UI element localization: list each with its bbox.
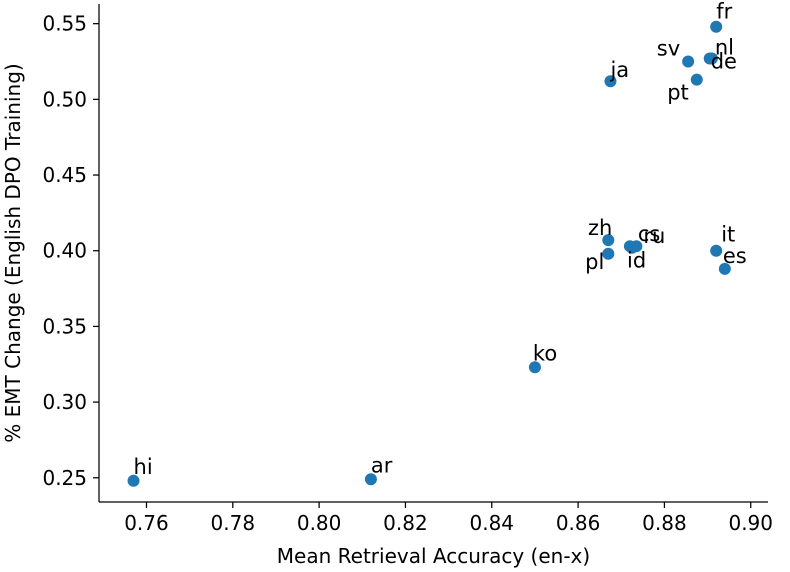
- data-point-pt: [690, 73, 703, 86]
- x-tick-label: 0.84: [470, 511, 515, 535]
- data-point-hi: [127, 474, 140, 487]
- point-label-sv: sv: [657, 37, 680, 61]
- point-label-zh: zh: [588, 216, 612, 240]
- y-ticks: 0.25 0.30 0.35 0.40 0.45 0.50 0.55: [42, 12, 99, 490]
- y-tick-label: 0.30: [42, 390, 87, 414]
- point-label-ko: ko: [533, 341, 557, 365]
- data-point-pl: [602, 247, 615, 260]
- point-label-hi: hi: [134, 455, 153, 479]
- point-label-it: it: [721, 223, 735, 247]
- y-tick-label: 0.25: [42, 466, 87, 490]
- data-point-ja: [604, 75, 617, 88]
- point-label-de: de: [711, 49, 737, 73]
- y-tick-label: 0.45: [42, 163, 87, 187]
- point-label-cs: cs: [638, 222, 661, 246]
- data-points: [127, 20, 731, 487]
- data-point-it: [710, 244, 723, 257]
- point-label-id: id: [627, 249, 646, 273]
- point-label-ja: ja: [609, 58, 629, 82]
- data-point-de: [703, 52, 716, 65]
- data-point-ko: [528, 361, 541, 374]
- point-label-pt: pt: [667, 81, 689, 105]
- x-tick-label: 0.80: [297, 511, 342, 535]
- x-ticks: 0.76 0.78 0.80 0.82 0.84 0.86 0.88 0.90: [124, 502, 773, 535]
- y-tick-label: 0.40: [42, 239, 87, 263]
- x-tick-label: 0.76: [124, 511, 169, 535]
- x-tick-label: 0.86: [556, 511, 601, 535]
- point-label-ru: ru: [643, 224, 665, 248]
- point-label-pl: pl: [585, 250, 604, 274]
- data-point-es: [718, 262, 731, 275]
- x-tick-label: 0.78: [211, 511, 256, 535]
- y-tick-label: 0.35: [42, 314, 87, 338]
- y-tick-label: 0.50: [42, 87, 87, 111]
- data-point-zh: [602, 234, 615, 247]
- x-axis-title: Mean Retrieval Accuracy (en-x): [277, 544, 590, 568]
- data-point-ar: [364, 473, 377, 486]
- x-tick-label: 0.90: [728, 511, 773, 535]
- axes: [98, 4, 768, 503]
- y-axis-title: % EMT Change (English DPO Training): [1, 63, 25, 442]
- point-label-ar: ar: [371, 453, 393, 477]
- point-label-nl: nl: [715, 35, 734, 59]
- point-label-es: es: [723, 244, 747, 268]
- data-point-fr: [710, 20, 723, 33]
- point-label-fr: fr: [716, 0, 732, 24]
- data-point-id: [626, 241, 639, 254]
- x-tick-label: 0.82: [383, 511, 428, 535]
- y-tick-label: 0.55: [42, 12, 87, 36]
- data-point-sv: [682, 55, 695, 68]
- x-tick-label: 0.88: [642, 511, 687, 535]
